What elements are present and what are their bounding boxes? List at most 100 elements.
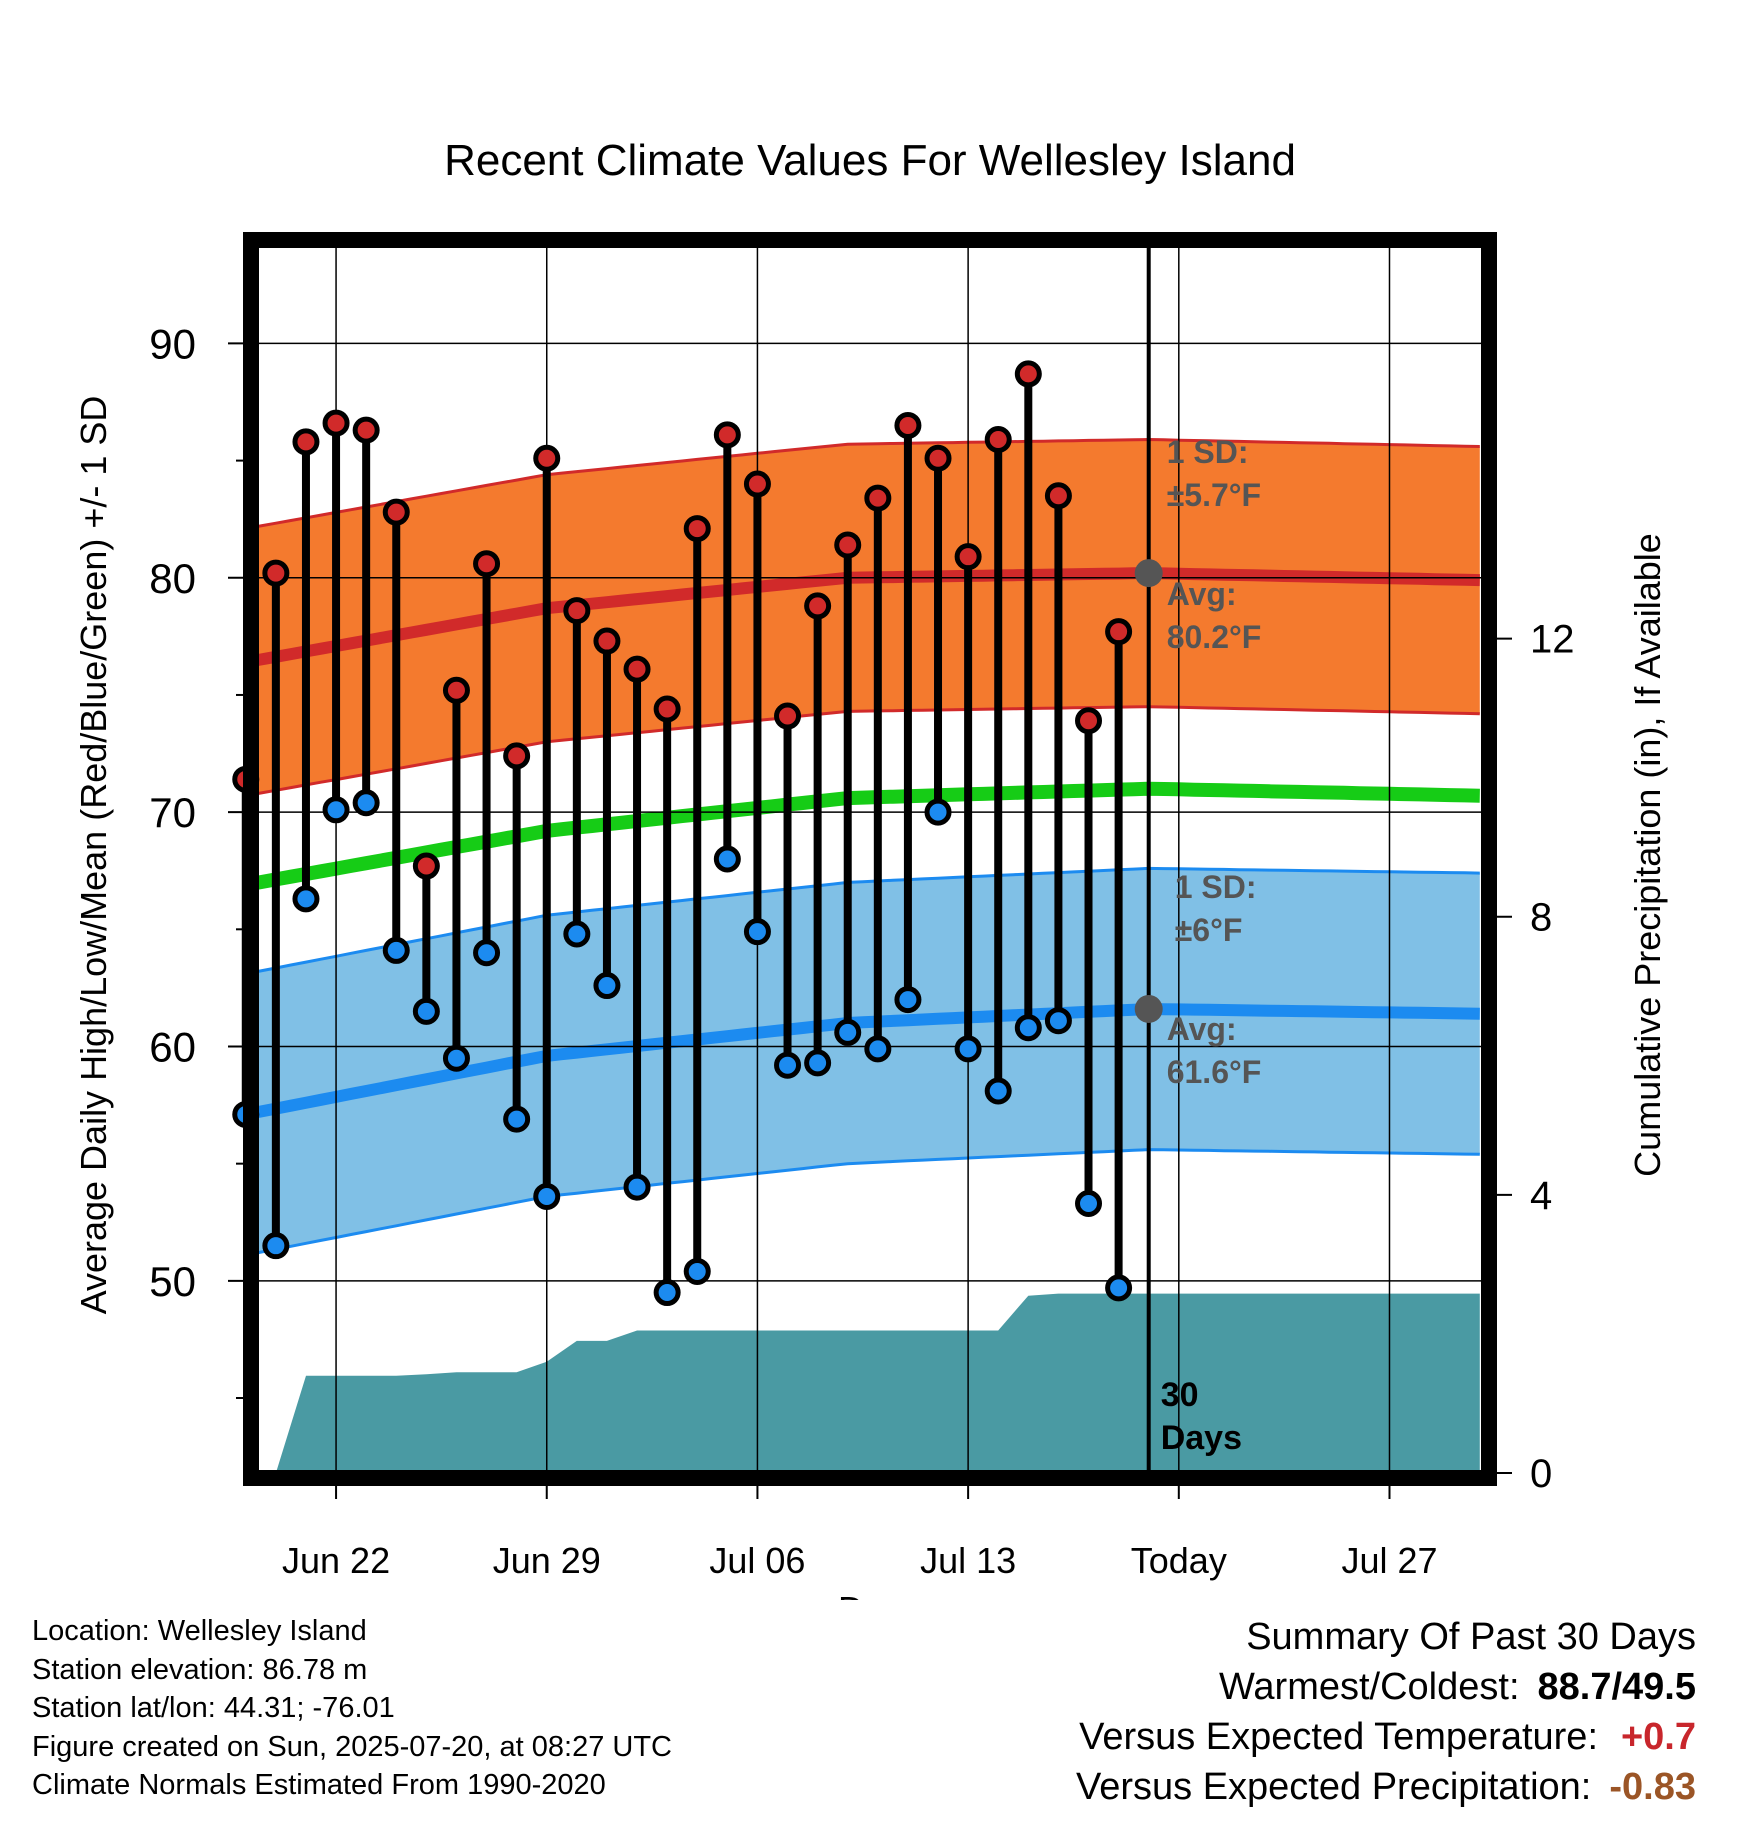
daily-low-point <box>352 789 380 817</box>
x-tick-label: Jul 13 <box>920 1540 1016 1581</box>
y2-axis-label: Cumulative Precipitation (in), If Availa… <box>1627 533 1668 1177</box>
low-avg-annotation-1: 61.6°F <box>1167 1054 1262 1090</box>
daily-high-point <box>713 421 741 449</box>
normals-text: Climate Normals Estimated From 1990-2020 <box>32 1769 606 1801</box>
today-window-label-0: 30 <box>1161 1376 1199 1414</box>
today-avg-low-marker <box>1134 994 1163 1023</box>
x-axis-label: Day <box>838 1589 902 1600</box>
chart-title: Recent Climate Values For Wellesley Isla… <box>444 136 1296 185</box>
daily-high-point <box>292 428 320 456</box>
low-sd-band <box>256 868 1480 1254</box>
high-avg-annotation-0: Avg: <box>1167 576 1237 612</box>
y-tick-label: 60 <box>149 1023 196 1070</box>
today-window-label-1: Days <box>1161 1419 1242 1457</box>
daily-low-point <box>412 997 440 1025</box>
today-avg-high-marker <box>1134 559 1163 588</box>
daily-high-point <box>653 695 681 723</box>
daily-low-point <box>774 1051 802 1079</box>
daily-high-point <box>1044 482 1072 510</box>
daily-high-point <box>954 543 982 571</box>
daily-low-point <box>834 1018 862 1046</box>
daily-high-point <box>924 444 952 472</box>
daily-high-point <box>533 444 561 472</box>
avg-low-line <box>256 1002 1480 1119</box>
daily-low-point <box>683 1257 711 1285</box>
daily-low-point <box>984 1077 1012 1105</box>
daily-low-point <box>503 1105 531 1133</box>
daily-high-point <box>774 702 802 730</box>
precip-value: -0.83 <box>1609 1766 1696 1808</box>
daily-low-point <box>653 1279 681 1307</box>
warmest-value: 88.7/49.5 <box>1537 1666 1696 1708</box>
high-sd-annotation-1: ±5.7°F <box>1167 477 1261 513</box>
daily-high-point <box>412 852 440 880</box>
daily-high-point <box>352 416 380 444</box>
y2-tick-label: 12 <box>1530 618 1575 662</box>
y-axis-label: Average Daily High/Low/Mean (Red/Blue/Gr… <box>73 396 114 1315</box>
low-sd-annotation-0: 1 SD: <box>1175 869 1257 905</box>
high-sd-band <box>256 439 1480 794</box>
daily-low-point <box>262 1232 290 1260</box>
summary-precip-row: Versus Expected Precipitation: -0.83 <box>1076 1762 1696 1812</box>
high-sd-band-lower-edge <box>256 705 1480 796</box>
daily-low-point <box>533 1182 561 1210</box>
low-sd-annotation-1: ±6°F <box>1175 912 1243 948</box>
daily-low-point <box>713 845 741 873</box>
daily-high-point <box>834 531 862 559</box>
temp-label: Versus Expected Temperature: <box>1079 1716 1598 1758</box>
daily-low-point <box>894 986 922 1014</box>
high-sd-annotation-0: 1 SD: <box>1167 434 1249 470</box>
daily-low-point <box>924 798 952 826</box>
x-tick-label: Jul 06 <box>709 1540 805 1581</box>
created-text: Figure created on Sun, 2025-07-20, at 08… <box>32 1730 672 1763</box>
daily-high-point <box>1105 618 1133 646</box>
daily-low-point <box>864 1035 892 1063</box>
daily-high-point <box>623 655 651 683</box>
daily-low-point <box>1075 1189 1103 1217</box>
daily-low-point <box>1014 1014 1042 1042</box>
elevation-text: Station elevation: 86.78 m <box>32 1653 368 1686</box>
summary-panel: Summary Of Past 30 Days Warmest/Coldest:… <box>1076 1612 1696 1812</box>
daily-low-point <box>593 972 621 1000</box>
daily-low-point <box>292 885 320 913</box>
daily-high-point <box>563 597 591 625</box>
y-tick-label: 50 <box>149 1258 196 1305</box>
y-tick-label: 90 <box>149 320 196 367</box>
x-tick-label: Jun 29 <box>493 1540 601 1581</box>
summary-temp-row: Versus Expected Temperature: +0.7 <box>1076 1712 1696 1762</box>
daily-high-point <box>262 559 290 587</box>
daily-high-point <box>382 498 410 526</box>
daily-low-point <box>382 936 410 964</box>
daily-low-point <box>623 1173 651 1201</box>
high-sd-band-upper-edge <box>256 437 1480 529</box>
temp-value: +0.7 <box>1620 1716 1696 1758</box>
x-tick-label: Today <box>1131 1540 1227 1581</box>
daily-high-point <box>473 550 501 578</box>
y-tick-label: 80 <box>149 555 196 602</box>
avg-mean-line <box>256 781 1480 891</box>
low-avg-annotation-0: Avg: <box>1167 1011 1237 1047</box>
y-tick-label: 70 <box>149 789 196 836</box>
daily-low-point <box>804 1049 832 1077</box>
low-sd-band-lower-edge <box>256 1148 1480 1255</box>
daily-high-point <box>683 515 711 543</box>
plot-frame <box>243 232 1497 1486</box>
x-tick-label: Jun 22 <box>282 1540 390 1581</box>
precip-label: Versus Expected Precipitation: <box>1075 1766 1592 1808</box>
location-text: Location: Wellesley Island <box>32 1615 367 1647</box>
daily-high-point <box>894 411 922 439</box>
summary-heading: Summary Of Past 30 Days <box>1246 1616 1696 1658</box>
daily-high-point <box>1014 360 1042 388</box>
daily-high-point <box>743 470 771 498</box>
y2-tick-label: 4 <box>1530 1174 1552 1218</box>
daily-low-point <box>442 1044 470 1072</box>
daily-low-point <box>954 1035 982 1063</box>
daily-high-point <box>984 426 1012 454</box>
daily-high-point <box>1075 707 1103 735</box>
station-info: Location: Wellesley Island Station eleva… <box>32 1612 672 1805</box>
daily-high-point <box>322 409 350 437</box>
daily-low-point <box>473 939 501 967</box>
warmest-label: Warmest/Coldest: <box>1218 1666 1520 1708</box>
daily-low-point <box>322 796 350 824</box>
low-sd-band-upper-edge <box>256 866 1480 974</box>
